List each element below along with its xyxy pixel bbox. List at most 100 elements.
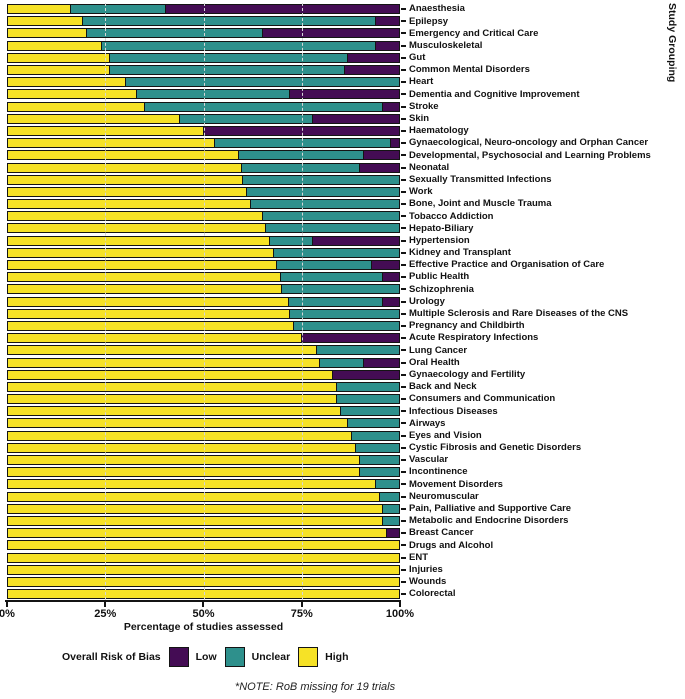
bar-row: Sexually Transmitted Infections [7,174,552,186]
stacked-bar [7,296,400,307]
category-label: Pain, Palliative and Supportive Care [409,503,572,515]
stacked-bar [7,455,400,466]
plot-area: Anaesthesia Epilepsy Emergency and Critica… [7,3,651,600]
bar-segment-unclear [378,492,399,501]
bar-segment-unclear [316,346,399,355]
bar-segment-low [386,529,399,538]
bar-segment-unclear [85,29,262,38]
stacked-bar [7,113,400,124]
bar-segment-unclear [355,443,399,452]
bar-row: Skin [7,113,429,125]
bar-segment-low [390,139,399,148]
bar-row: Acute Respiratory Infections [7,332,538,344]
x-tick [6,602,8,607]
stacked-bar [7,101,400,112]
y-tick [401,227,406,230]
legend-item-unclear: Unclear [224,647,290,667]
bar-segment-unclear [109,66,344,75]
legend-item-high: High [298,647,349,667]
y-tick [401,178,406,181]
bar-segment-unclear [280,273,383,282]
category-label: Lung Cancer [409,344,468,356]
stacked-bar [7,564,400,575]
stacked-bar [7,418,400,429]
legend-items: Low Unclear High [168,647,349,667]
bar-row: Developmental, Psychosocial and Learning… [7,149,651,161]
category-label: Metabolic and Endocrine Disorders [409,515,569,527]
y-tick [401,93,406,96]
bar-segment-unclear [261,212,399,221]
bar-row: Oral Health [7,356,460,368]
bar-segment-low [374,17,399,26]
bar-row: Infectious Diseases [7,405,498,417]
bar-segment-low [312,114,399,123]
bar-segment-high [8,41,102,50]
y-tick [401,434,406,437]
stacked-bar [7,150,400,161]
bar-row: Kidney and Transplant [7,247,511,259]
stacked-bar [7,357,400,368]
y-tick [401,544,406,547]
bar-segment-high [8,29,86,38]
stacked-bar [7,125,400,136]
stacked-bar [7,552,400,563]
bar-row: Haematology [7,125,469,137]
bar-segment-unclear [359,468,399,477]
category-label: Gynaecological, Neuro-oncology and Orpha… [409,137,649,149]
y-tick [401,154,406,157]
category-label: Colorectal [409,588,456,600]
category-label: Incontinence [409,466,468,478]
bar-segment-unclear [109,53,348,62]
bar-segment-high [8,334,301,343]
y-tick [401,312,406,315]
bar-segment-high [8,78,125,87]
bar-row: Schizophrenia [7,283,474,295]
category-label: Epilepsy [409,15,449,27]
bar-row: Gut [7,52,425,64]
stacked-bar [7,77,400,88]
bar-row: Movement Disorders [7,478,503,490]
stacked-bar [7,540,400,551]
bar-segment-high [8,492,379,501]
bar-row: Consumers and Communication [7,393,555,405]
y-tick [401,288,406,291]
bar-segment-high [8,5,71,14]
stacked-bar [7,4,400,15]
bar-segment-high [8,480,375,489]
bar-row: Gynaecological, Neuro-oncology and Orpha… [7,137,648,149]
category-label: Effective Practice and Organisation of C… [409,259,605,271]
bar-segment-high [8,53,110,62]
bar-row: Breast Cancer [7,527,473,539]
bar-segment-low [382,297,399,306]
category-label: Kidney and Transplant [409,247,511,259]
legend: Overall Risk of Bias Low Unclear High [62,647,349,667]
category-label: Consumers and Communication [409,393,556,405]
category-label: Vascular [409,454,449,466]
bar-segment-high [8,261,277,270]
stacked-bar [7,65,400,76]
bar-segment-high [8,553,399,562]
y-tick [401,8,406,11]
stacked-bar [7,223,400,234]
bar-row: Wounds [7,576,446,588]
category-label: Infectious Diseases [409,405,498,417]
category-label: Dementia and Cognitive Improvement [409,88,580,100]
stacked-bar [7,211,400,222]
bar-segment-low [363,151,400,160]
bar-segment-unclear [382,516,399,525]
bar-row: Incontinence [7,466,468,478]
stacked-bar [7,576,400,587]
category-label: Hepato-Biliary [409,222,474,234]
bar-segment-low [370,261,399,270]
bar-segment-low [261,29,399,38]
y-tick [401,471,406,474]
bar-row: Emergency and Critical Care [7,27,538,39]
bar-segment-high [8,163,242,172]
bar-segment-unclear [101,41,375,50]
y-tick [401,568,406,571]
bar-segment-high [8,529,387,538]
bar-segment-unclear [288,309,399,318]
stacked-bar [7,320,400,331]
bar-segment-high [8,102,145,111]
y-tick [401,324,406,327]
